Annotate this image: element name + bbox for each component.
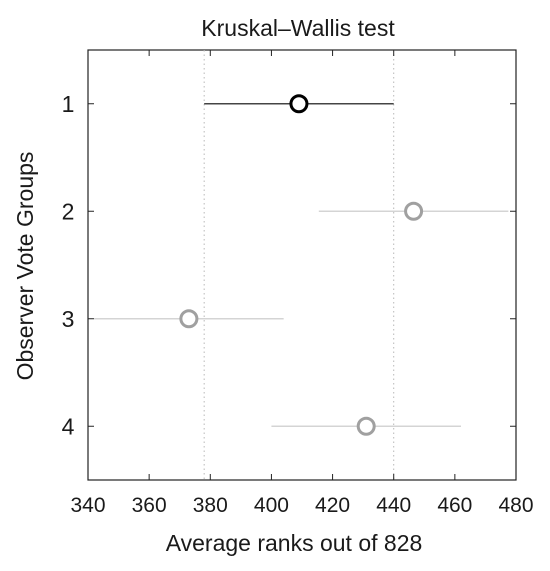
mean-marker-group-2	[404, 201, 424, 221]
mean-marker-group-1	[289, 94, 309, 114]
x-axis-title: Average ranks out of 828	[166, 530, 423, 556]
mean-marker-group-4	[356, 416, 376, 436]
y-tick-label-1: 1	[62, 91, 75, 117]
x-tick-label-460: 460	[437, 494, 472, 517]
plot-area	[87, 49, 517, 481]
y-axis-title: Observer Vote Groups	[12, 152, 38, 381]
mean-marker-group-3	[179, 309, 199, 329]
chart-title: Kruskal–Wallis test	[201, 15, 395, 41]
x-tick-label-440: 440	[376, 494, 411, 517]
y-tick-label-3: 3	[62, 306, 75, 332]
x-tick-label-480: 480	[498, 494, 533, 517]
x-tick-label-340: 340	[70, 494, 105, 517]
x-tick-label-420: 420	[315, 494, 350, 517]
x-tick-label-360: 360	[132, 494, 167, 517]
x-tick-label-400: 400	[254, 494, 289, 517]
y-tick-label-2: 2	[62, 198, 75, 224]
x-tick-label-380: 380	[193, 494, 228, 517]
y-tick-label-4: 4	[62, 413, 75, 439]
